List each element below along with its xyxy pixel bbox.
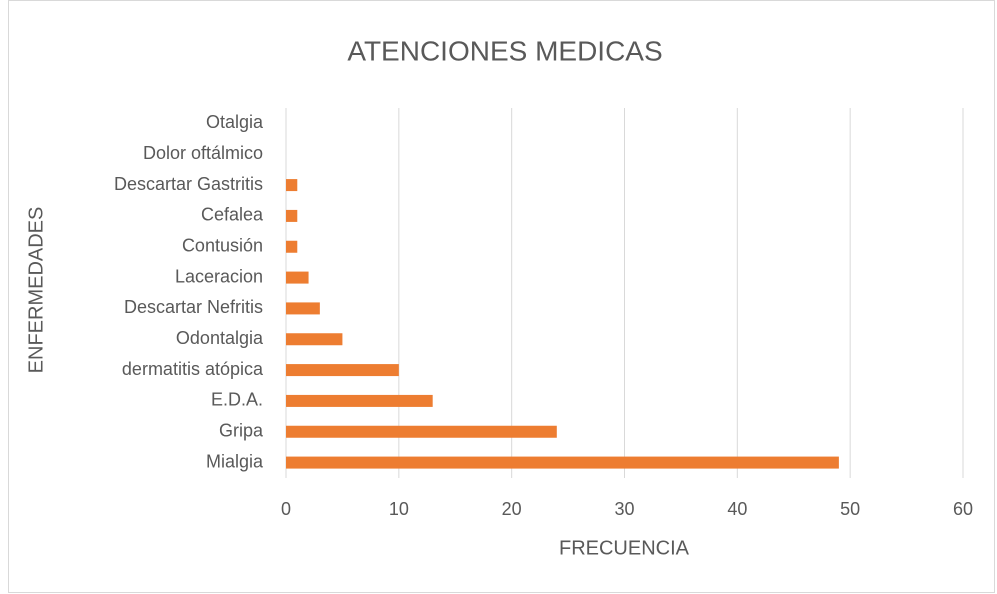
bar bbox=[286, 240, 298, 253]
bar bbox=[286, 302, 320, 315]
y-tick-label: Mialgia bbox=[206, 451, 264, 471]
x-axis-label: FRECUENCIA bbox=[559, 537, 690, 559]
y-tick-label: Descartar Nefritis bbox=[124, 297, 263, 317]
y-tick-label: Laceracion bbox=[175, 266, 263, 286]
y-tick-label: dermatitis atópica bbox=[122, 359, 264, 379]
bar bbox=[286, 425, 557, 438]
y-axis-label: ENFERMEDADES bbox=[25, 207, 47, 374]
y-tick-label: Cefalea bbox=[201, 205, 264, 225]
x-tick-label: 40 bbox=[727, 499, 747, 519]
x-tick-label: 50 bbox=[840, 499, 860, 519]
x-tick-label: 20 bbox=[502, 499, 522, 519]
bar bbox=[286, 179, 298, 192]
y-tick-label: Otalgia bbox=[206, 112, 264, 132]
bar bbox=[286, 364, 399, 377]
bar bbox=[286, 209, 298, 222]
x-tick-label: 10 bbox=[389, 499, 409, 519]
y-tick-label: E.D.A. bbox=[211, 390, 263, 410]
chart-border bbox=[8, 0, 995, 593]
y-tick-label: Odontalgia bbox=[176, 328, 264, 348]
bar bbox=[286, 333, 343, 346]
x-tick-label: 30 bbox=[614, 499, 634, 519]
y-tick-label: Contusión bbox=[182, 236, 263, 256]
x-tick-label: 60 bbox=[953, 499, 973, 519]
bar bbox=[286, 394, 433, 407]
x-tick-label: 0 bbox=[281, 499, 291, 519]
chart-title: ATENCIONES MEDICAS bbox=[347, 35, 662, 66]
y-tick-label: Dolor oftálmico bbox=[143, 143, 263, 163]
y-tick-label: Descartar Gastritis bbox=[114, 174, 263, 194]
bar bbox=[286, 271, 309, 284]
bar bbox=[286, 456, 839, 469]
y-tick-label: Gripa bbox=[219, 421, 264, 441]
